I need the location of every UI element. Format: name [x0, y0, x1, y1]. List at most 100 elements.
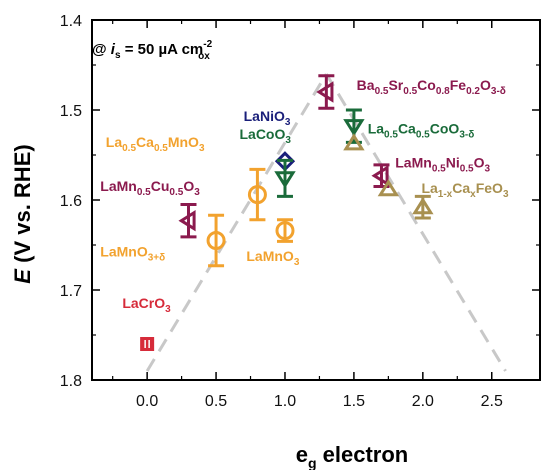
y-axis-title: E (V vs. RHE) — [10, 144, 35, 283]
label-part: CoO — [430, 120, 460, 136]
y-tick-label: 1.4 — [60, 13, 82, 30]
data-point-bscf — [316, 74, 335, 110]
label-part: LaNiO — [244, 108, 285, 124]
trend-layer — [145, 73, 507, 372]
label-part: O — [474, 155, 485, 171]
point-label-lamno3: LaMnO3 — [246, 248, 299, 268]
label-part: 1-x — [438, 189, 453, 200]
label-part: 0.5 — [460, 164, 474, 175]
data-point-lacafeo3_a — [343, 133, 365, 151]
label-part: 3-δ — [491, 86, 506, 97]
label-part: Ni — [446, 155, 460, 171]
label-part: 3 — [285, 117, 291, 128]
label-part: 0.5 — [137, 187, 151, 198]
condition-annotation: @ is = 50 µA cm-2 ox — [92, 39, 213, 62]
label-part: LaCoO — [239, 126, 285, 142]
data-point-lamn5ni5 — [371, 163, 390, 188]
label-part: 0.5 — [384, 129, 398, 140]
label-part: Ca — [452, 180, 470, 196]
label-part: 0.5 — [169, 187, 183, 198]
marker-square — [140, 337, 155, 351]
label-part: Co — [417, 77, 436, 93]
point-label-bscf: Ba0.5Sr0.5Co0.8Fe0.2O3-δ — [357, 77, 506, 97]
label-part: 3 — [285, 135, 291, 146]
x-tick-label: 2.5 — [481, 393, 503, 410]
label-part: 0.8 — [436, 86, 450, 97]
marker-triangle-up — [377, 179, 400, 197]
marker-triangle-down — [274, 171, 296, 189]
data-point-lacafeo3_c — [412, 194, 434, 220]
data-point-lacro3 — [140, 337, 155, 351]
marker-triangle-left — [178, 209, 196, 232]
point-label-lacoo3: LaCoO3 — [239, 126, 291, 146]
data-point-lamno3 — [275, 218, 295, 243]
x-tick-label: 1.5 — [343, 393, 365, 410]
x-tick-label: 0.5 — [205, 393, 227, 410]
label-part: 0.5 — [154, 143, 168, 154]
marker-circle — [275, 221, 295, 241]
label-part: Cu — [151, 178, 170, 194]
label-part: LaMnO — [100, 244, 148, 260]
y-tick-label: 1.5 — [60, 103, 82, 120]
point-label-lamn5cu5: LaMn0.5Cu0.5O3 — [100, 178, 200, 198]
label-part: 3 — [165, 304, 171, 315]
point-label-lanio3: LaNiO3 — [244, 108, 291, 128]
label-part: 3-δ — [459, 129, 474, 140]
label-part: O — [480, 77, 491, 93]
label-part: 0.5 — [432, 164, 446, 175]
label-part: Fe — [450, 77, 467, 93]
marker-circle — [206, 231, 226, 250]
point-label-lacro3: LaCrO3 — [122, 295, 171, 315]
data-point-laca5mno3 — [247, 167, 267, 222]
point-label-lacafeo3_b: La1-xCaxFeO3 — [421, 180, 509, 200]
label-part: 3 — [294, 257, 300, 268]
marker-circle — [247, 185, 267, 205]
label-part: FeO — [476, 180, 503, 196]
marker-triangle-up — [412, 197, 434, 215]
x-tick-label: 0.0 — [136, 393, 158, 410]
label-part: LaMn — [100, 178, 137, 194]
label-part: 0.2 — [466, 86, 480, 97]
x-tick-label: 2.0 — [412, 393, 434, 410]
label-part: Ca — [398, 120, 416, 136]
label-layer: LaCrO3LaMnO3+δLaMn0.5Cu0.5O3La0.5Ca0.5Mn… — [100, 77, 509, 315]
marker-triangle-left — [316, 81, 334, 103]
trend-line-1 — [145, 73, 328, 372]
label-part: Ba — [357, 77, 375, 93]
marker-triangle-up — [343, 133, 365, 151]
label-part: LaMn — [395, 155, 432, 171]
label-part: 3 — [199, 143, 205, 154]
label-part: 3+δ — [148, 253, 165, 264]
label-part: La — [421, 180, 438, 196]
label-part: La — [368, 120, 385, 136]
data-point-lacoo3 — [274, 158, 296, 198]
data-point-lamn5cu5 — [178, 203, 197, 239]
label-part: La — [106, 134, 123, 150]
point-label-lamn5ni5: LaMn0.5Ni0.5O3 — [395, 155, 490, 175]
y-tick-label: 1.8 — [60, 373, 82, 390]
label-part: LaMnO — [246, 248, 294, 264]
tick-layer: 0.0 0.5 1.0 1.5 2.0 2.5 1.4 1.5 1.6 1.7 1.8 — [60, 13, 540, 410]
label-part: 0.5 — [122, 143, 136, 154]
label-part: 3 — [485, 164, 491, 175]
label-part: x — [470, 189, 476, 200]
data-point-lamno3d — [206, 213, 226, 268]
point-label-laca5mno3: La0.5Ca0.5MnO3 — [106, 134, 205, 154]
marker-triangle-down — [343, 119, 365, 137]
data-point-lacafeo3_b — [377, 179, 400, 197]
label-part: 0.5 — [403, 86, 417, 97]
label-part: 0.5 — [416, 129, 430, 140]
plot-frame — [91, 19, 541, 381]
x-axis-title: eg electron — [296, 442, 409, 470]
point-label-lamno3d: LaMnO3+δ — [100, 244, 165, 264]
y-tick-label: 1.6 — [60, 193, 82, 210]
label-part: LaCrO — [122, 295, 165, 311]
label-part: 0.5 — [375, 86, 389, 97]
label-part: 3 — [194, 187, 200, 198]
marker-triangle-left — [371, 164, 389, 187]
label-part: O — [183, 178, 194, 194]
label-part: Ca — [136, 134, 154, 150]
label-part: Sr — [388, 77, 403, 93]
point-layer — [140, 74, 434, 351]
